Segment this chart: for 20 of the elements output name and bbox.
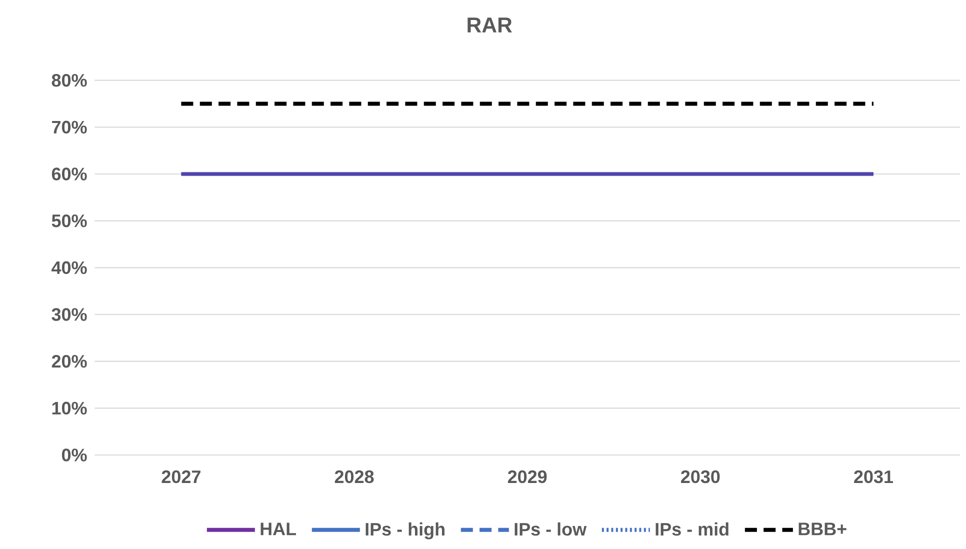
x-tick-label: 2030: [681, 470, 720, 484]
x-tick-label: 2028: [334, 470, 374, 484]
y-tick-label: 20%: [52, 354, 87, 368]
legend-label: BBB+: [798, 522, 846, 536]
y-tick-label: 70%: [52, 120, 87, 134]
x-tick-label: 2029: [508, 470, 547, 484]
y-tick-label: 60%: [52, 168, 87, 180]
y-tick-label: 10%: [52, 402, 87, 415]
y-tick-label: 50%: [52, 214, 87, 228]
y-tick-label: 40%: [52, 261, 87, 274]
legend-label: IPs - low: [514, 522, 587, 536]
chart-title: RAR: [468, 18, 512, 32]
y-tick-label: 80%: [52, 74, 87, 87]
x-tick-label: 2031: [854, 470, 893, 484]
legend-label: IPs - high: [366, 522, 444, 540]
y-tick-label: 0%: [62, 448, 87, 462]
x-tick-label: 2027: [162, 470, 200, 484]
legend-label: IPs - mid: [656, 522, 728, 536]
y-tick-label: 30%: [52, 308, 87, 321]
legend-label: HAL: [260, 522, 296, 536]
